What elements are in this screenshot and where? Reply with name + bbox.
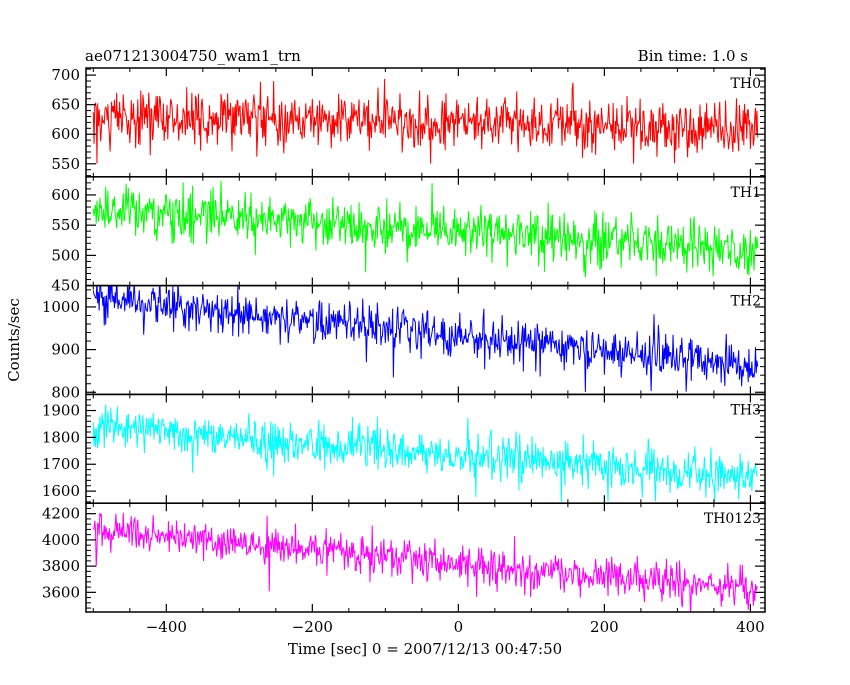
y-tick-label-th2-1000: 1000 <box>42 298 80 316</box>
x-tick-label-0: 0 <box>454 618 464 636</box>
panel-label-th2: TH2 <box>731 294 761 310</box>
y-tick-label-th1-500: 500 <box>51 246 80 264</box>
x-tick-label-200: 200 <box>590 618 619 636</box>
y-tick-label-th3-1600: 1600 <box>42 482 80 500</box>
panel-frame-th0123 <box>85 502 766 613</box>
series-line-th2 <box>92 285 759 392</box>
panel-frame-th1 <box>85 176 766 287</box>
y-tick-label-th3-1700: 1700 <box>42 455 80 473</box>
x-tick-label-400: 400 <box>736 618 765 636</box>
panel-label-th0123: TH0123 <box>704 511 761 527</box>
series-line-th1 <box>92 180 759 278</box>
y-axis-label: Counts/sec <box>5 298 23 382</box>
series-line-th3 <box>92 404 759 503</box>
y-tick-label-th0-550: 550 <box>51 155 80 173</box>
y-tick-label-th1-550: 550 <box>51 216 80 234</box>
y-tick-label-th0-700: 700 <box>51 66 80 84</box>
y-tick-label-th3-1800: 1800 <box>42 428 80 446</box>
series-line-th0 <box>92 78 759 164</box>
y-tick-label-th0123-4200: 4200 <box>42 505 80 523</box>
series-line-th0123 <box>92 512 758 613</box>
y-tick-label-th0-600: 600 <box>51 125 80 143</box>
x-axis-label: Time [sec] 0 = 2007/12/13 00:47:50 <box>288 640 562 658</box>
y-tick-label-th1-600: 600 <box>51 186 80 204</box>
panel-label-th0: TH0 <box>731 76 761 92</box>
panel-label-th3: TH3 <box>731 402 761 418</box>
y-tick-label-th0123-4000: 4000 <box>42 531 80 549</box>
panel-label-th1: TH1 <box>731 185 761 201</box>
y-tick-label-th2-800: 800 <box>51 383 80 401</box>
observation-id-label: ae071213004750_wam1_trn <box>85 47 301 65</box>
x-tick-label--400: −400 <box>146 618 187 636</box>
bin-time-label: Bin time: 1.0 s <box>638 47 748 65</box>
x-tick-label--200: −200 <box>292 618 333 636</box>
y-tick-label-th0-650: 650 <box>51 96 80 114</box>
y-tick-label-th1-450: 450 <box>51 277 80 295</box>
y-tick-label-th0123-3600: 3600 <box>42 583 80 601</box>
y-tick-label-th3-1900: 1900 <box>42 402 80 420</box>
y-tick-label-th0123-3800: 3800 <box>42 557 80 575</box>
y-tick-label-th2-900: 900 <box>51 341 80 359</box>
